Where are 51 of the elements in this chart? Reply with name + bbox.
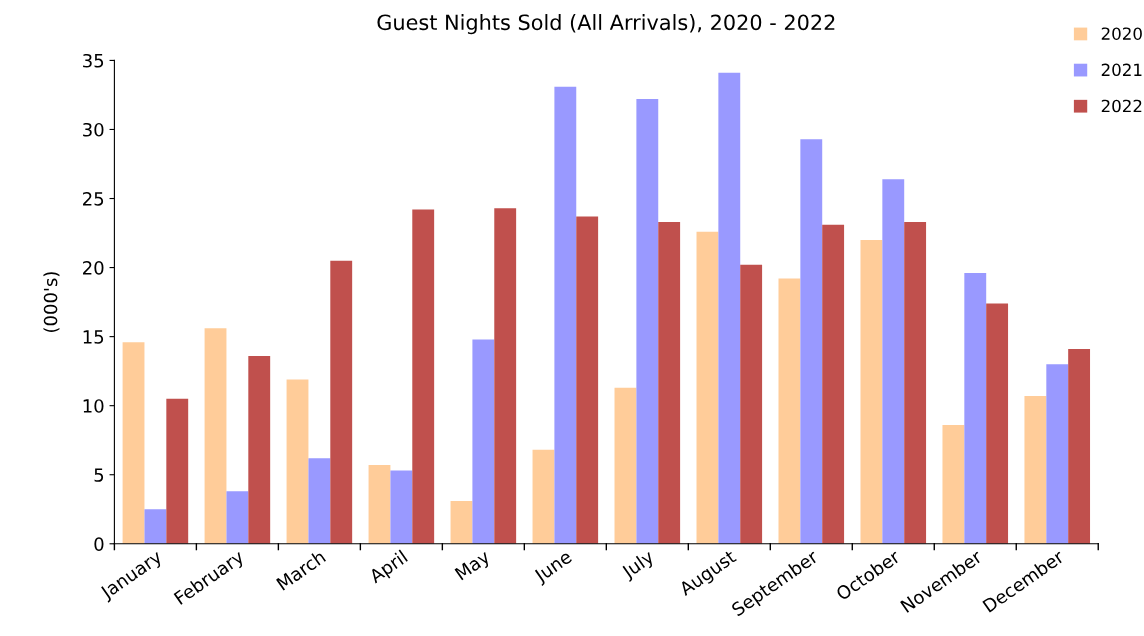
bar — [778, 278, 801, 544]
bar — [942, 425, 965, 544]
bar — [1024, 396, 1047, 544]
bar — [472, 339, 495, 544]
bar — [412, 209, 435, 544]
x-tick-label: May — [454, 549, 493, 584]
bar — [904, 222, 927, 544]
bar — [308, 458, 331, 544]
bar — [450, 500, 473, 544]
bar — [144, 509, 167, 544]
bar — [286, 379, 309, 544]
bar — [368, 465, 391, 544]
y-tick-label: 30 — [83, 122, 104, 137]
y-axis-title: (000's) — [43, 272, 60, 333]
bar — [740, 264, 763, 544]
bar — [554, 86, 577, 544]
bar — [204, 328, 227, 544]
y-tick-label: 10 — [83, 399, 104, 413]
bar — [330, 260, 353, 544]
y-tick-label: 0 — [94, 537, 104, 551]
y-tick-label: 35 — [83, 53, 104, 68]
bar — [532, 449, 555, 544]
bar — [390, 470, 413, 544]
bar — [1068, 349, 1091, 544]
chart-title: Guest Nights Sold (All Arrivals), 2020 - 2022 — [377, 14, 835, 35]
bar — [658, 222, 681, 544]
bar — [822, 224, 845, 544]
bar — [986, 303, 1009, 544]
bar — [122, 342, 145, 544]
bar — [1046, 364, 1069, 544]
y-tick-label: 25 — [83, 191, 104, 206]
bar — [166, 398, 189, 544]
bar — [636, 99, 659, 544]
bar — [860, 239, 883, 544]
bar — [882, 179, 905, 544]
x-tick-label: July — [619, 548, 657, 583]
bar — [576, 216, 599, 544]
legend-label: 2020 — [1101, 27, 1142, 40]
bar — [614, 387, 637, 544]
y-tick-label: 5 — [94, 468, 104, 482]
bar — [800, 139, 823, 544]
legend-label: 2022 — [1101, 99, 1142, 113]
y-tick-label: 15 — [83, 330, 104, 344]
bar — [494, 208, 517, 544]
legend-label: 2021 — [1101, 63, 1142, 77]
bar — [964, 273, 987, 544]
bar — [248, 355, 271, 544]
bar — [696, 231, 719, 544]
bar — [226, 491, 249, 544]
y-tick-label: 20 — [83, 261, 104, 275]
bar — [718, 72, 741, 544]
